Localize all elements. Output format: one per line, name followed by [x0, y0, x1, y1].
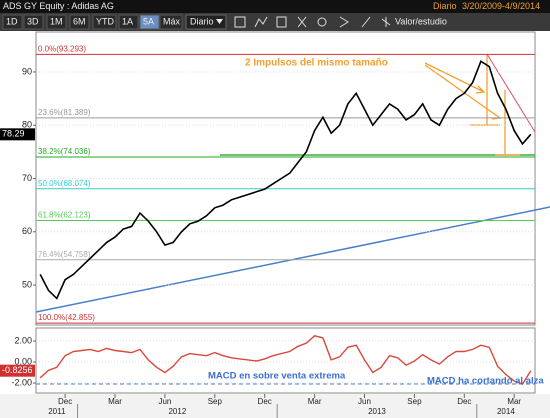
icon[interactable] — [276, 16, 287, 28]
title-bar — [0, 0, 550, 13]
dropdown-arrow — [216, 19, 223, 24]
x-tick-label: Sep — [208, 397, 223, 406]
resistance-line — [486, 53, 536, 133]
icon[interactable] — [234, 16, 246, 28]
range-button-label: 3D — [27, 16, 39, 26]
year-label: 2013 — [368, 407, 386, 416]
year-label: 2014 — [497, 407, 515, 416]
year-label: 2011 — [48, 407, 66, 416]
y-tick-label: 2.00 — [14, 335, 32, 345]
range-button-label: Máx — [163, 16, 181, 26]
range-button-label: 1M — [50, 16, 63, 26]
frequency: Diario — [433, 1, 457, 11]
period-dropdown[interactable] — [185, 14, 227, 30]
range-button-label: 5A — [143, 16, 154, 26]
fib-label: 100.0%(42.855) — [38, 313, 95, 322]
y-tick-label: 80 — [22, 120, 32, 130]
y-tick-label: 60 — [22, 226, 32, 236]
icon[interactable] — [361, 16, 371, 28]
annotation: MACD en sobre venta extrema — [208, 371, 346, 382]
arrow — [424, 62, 486, 94]
last-value-box — [0, 364, 35, 377]
x-tick-label: Mar — [108, 397, 122, 406]
last-value-box — [0, 128, 35, 141]
fib-label: 0.0%(93.293) — [38, 45, 86, 54]
macd-line — [39, 335, 532, 385]
icon[interactable] — [317, 17, 327, 27]
x-tick-label: Dec — [457, 397, 471, 406]
x-tick-label: Sep — [407, 397, 422, 406]
period-label: Diario — [190, 16, 214, 26]
x-axis-band — [0, 394, 550, 418]
y-tick-label: 70 — [22, 173, 32, 183]
annotation: 2 Impulsos del mismo tamaño — [245, 58, 388, 69]
icon[interactable] — [254, 16, 268, 28]
range-button[interactable] — [92, 14, 117, 30]
macd-panel — [35, 327, 536, 394]
range-button[interactable] — [118, 14, 139, 30]
y-tick-label: -2.00 — [11, 377, 32, 387]
fib-label: 76.4%(54.758) — [38, 250, 91, 259]
fib-label: 38.2%(74.036) — [38, 147, 91, 156]
range-button-label: 6M — [73, 16, 86, 26]
security-title: ADS GY Equity : Adidas AG — [3, 1, 114, 11]
range-button[interactable] — [139, 14, 160, 30]
y-tick-label: 50 — [22, 279, 32, 289]
last-value-label: 78.29 — [2, 129, 25, 139]
fib-label: 23.6%(81.389) — [38, 108, 91, 117]
icon[interactable] — [339, 16, 349, 28]
x-tick-label: Mar — [507, 397, 521, 406]
range-button[interactable] — [2, 14, 23, 30]
year-label: 2012 — [168, 407, 186, 416]
range-button-label: 1A — [122, 16, 133, 26]
date-range: 3/20/2009-4/9/2014 — [462, 1, 540, 11]
range-button[interactable] — [69, 14, 90, 30]
last-value-label: -0.8256 — [2, 365, 33, 375]
x-tick-label: Mar — [308, 397, 322, 406]
fib-label: 50.0%(68.074) — [38, 179, 91, 188]
price-line — [39, 60, 532, 300]
range-button[interactable] — [46, 14, 67, 30]
x-tick-label: Jun — [158, 397, 171, 406]
x-tick-label: Dec — [258, 397, 272, 406]
range-button[interactable] — [159, 14, 183, 30]
study-button[interactable]: Valor/estudio — [395, 16, 447, 26]
annotation: MACD ha cortando al alza — [427, 376, 544, 387]
range-button-label: 1D — [6, 16, 18, 26]
range-button-label: YTD — [96, 16, 115, 26]
fib-label: 61.8%(62.123) — [38, 211, 91, 220]
icon[interactable] — [297, 16, 307, 28]
icon[interactable] — [381, 17, 391, 27]
y-tick-label: 90 — [22, 66, 32, 76]
y-tick-label: 0.00 — [14, 356, 32, 366]
toolbar-icons — [234, 16, 391, 28]
range-button[interactable] — [23, 14, 44, 30]
x-tick-label: Jun — [358, 397, 371, 406]
x-tick-label: Dec — [58, 397, 72, 406]
